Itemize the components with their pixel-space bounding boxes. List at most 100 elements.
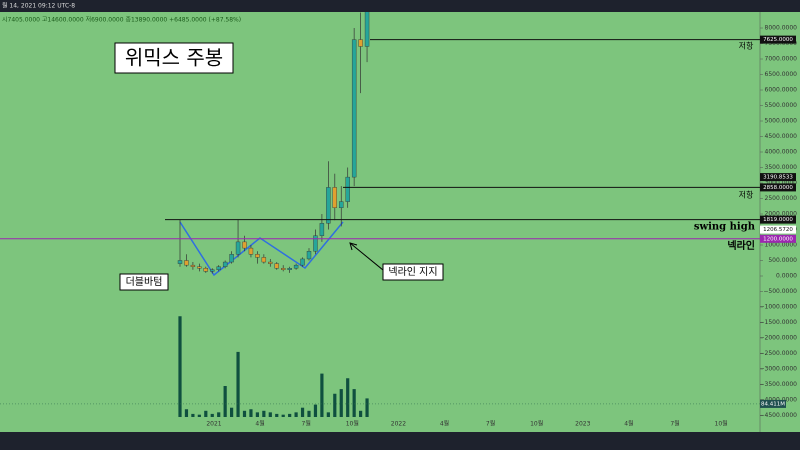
volume-bar	[352, 389, 356, 417]
y-tick-label: 7000.0000	[765, 56, 798, 63]
x-tick-label: 2021	[206, 421, 221, 428]
candle-body	[313, 235, 318, 252]
candle-body	[261, 257, 267, 263]
price-tag-label: 1206.5720	[763, 227, 793, 233]
header-date: 월 14, 2021 09:12 UTC-8	[2, 2, 75, 10]
candle-body	[177, 260, 183, 264]
volume-bar	[294, 412, 298, 417]
volume-bar	[184, 409, 189, 417]
price-tag	[760, 225, 796, 234]
note: 더블바텀	[126, 276, 163, 288]
y-tick-label: 1000.0000	[765, 242, 798, 249]
y-tick-label: 5000.0000	[765, 118, 798, 125]
volume-bar	[197, 414, 201, 417]
volume-bar	[365, 398, 369, 417]
candle-body	[229, 254, 234, 263]
candle-body	[268, 261, 273, 264]
price-tag-label: 84.411M	[761, 401, 785, 407]
candle-body	[351, 39, 357, 178]
price-tag-label: 1819.0000	[763, 217, 793, 223]
x-tick-label: 10월	[715, 420, 728, 428]
x-tick-label: 4월	[624, 420, 633, 428]
volume-bar	[346, 378, 350, 417]
candle-body	[184, 260, 189, 266]
zigzag	[179, 221, 344, 277]
candle-body	[345, 176, 350, 202]
candle-body	[300, 258, 305, 266]
x-tick-label: 2023	[575, 421, 590, 428]
y-tick-label: 4500.0000	[765, 133, 798, 140]
volume-bar	[204, 410, 208, 417]
volume-bar	[268, 412, 272, 417]
volume-bar	[359, 410, 363, 417]
price-tag-label: 7625.0000	[763, 37, 793, 43]
volume-bar	[191, 413, 195, 417]
candle-body	[255, 254, 260, 258]
y-tick-label: 6000.0000	[765, 87, 798, 94]
volume-bar	[255, 412, 259, 417]
x-tick-label: 7월	[486, 420, 495, 428]
volume-bar	[307, 410, 311, 417]
y-tick-label: −1500.0000	[760, 319, 798, 326]
footer-bar	[0, 432, 800, 450]
y-tick-label: 2500.0000	[765, 195, 798, 202]
x-tick-label: 7월	[302, 420, 311, 428]
price-tag	[760, 234, 796, 243]
volume-bar	[339, 389, 343, 417]
candle-body	[287, 268, 292, 270]
volume-bar	[236, 351, 240, 417]
y-tick-label: −500.0000	[763, 288, 797, 295]
candle-body	[293, 264, 299, 269]
y-tick-label: 500.0000	[768, 257, 797, 264]
candle-body	[326, 187, 331, 224]
y-tick-label: 3500.0000	[765, 164, 798, 171]
candle-body	[274, 263, 279, 269]
note: 넥라인 지지	[388, 266, 437, 278]
y-tick-label: 0.0000	[776, 273, 797, 280]
x-tick-label: 2022	[391, 421, 406, 428]
price-tag	[760, 399, 786, 408]
price-tag	[760, 35, 796, 44]
price-tag	[760, 173, 796, 182]
volume-bar	[242, 410, 247, 417]
volume-bar	[275, 413, 279, 417]
candle-body	[216, 266, 221, 271]
price-tag	[760, 215, 796, 224]
y-tick-label: −3000.0000	[760, 366, 798, 373]
y-tick-label: −2500.0000	[760, 350, 798, 357]
price-tag	[760, 183, 796, 192]
volume-bar	[217, 412, 221, 417]
note: 넥라인	[727, 239, 755, 252]
y-tick-label: −4500.0000	[760, 412, 798, 419]
header-bar	[0, 0, 800, 12]
x-tick-label: 10월	[530, 420, 543, 428]
volume-bar	[320, 373, 324, 417]
price-tag-label: 3190.8533	[763, 175, 793, 181]
volume-bar	[333, 393, 337, 417]
candle-body	[281, 268, 286, 270]
y-tick-label: 8000.0000	[765, 25, 798, 32]
volume-bar	[313, 404, 318, 417]
candle-body	[248, 247, 254, 255]
candle-body	[358, 39, 363, 47]
volume-bar	[223, 386, 227, 417]
candle-body	[319, 223, 325, 236]
note: swing high	[694, 222, 756, 233]
candle-body	[210, 269, 215, 272]
candle-body	[332, 187, 337, 208]
y-tick-label: 2000.0000	[765, 211, 798, 218]
price-tag-label: 2858.0000	[763, 185, 793, 191]
volume-bar	[300, 407, 305, 417]
y-tick-label: −2000.0000	[760, 335, 798, 342]
y-tick-label: −3500.0000	[760, 381, 798, 388]
title-box	[114, 42, 234, 74]
volume-bar	[230, 407, 234, 417]
note: 저항	[739, 191, 754, 200]
title: 위믹스 주봉	[125, 46, 223, 70]
arrow-head	[349, 242, 358, 251]
x-tick-label: 4월	[440, 420, 449, 428]
candle-body	[197, 266, 202, 269]
